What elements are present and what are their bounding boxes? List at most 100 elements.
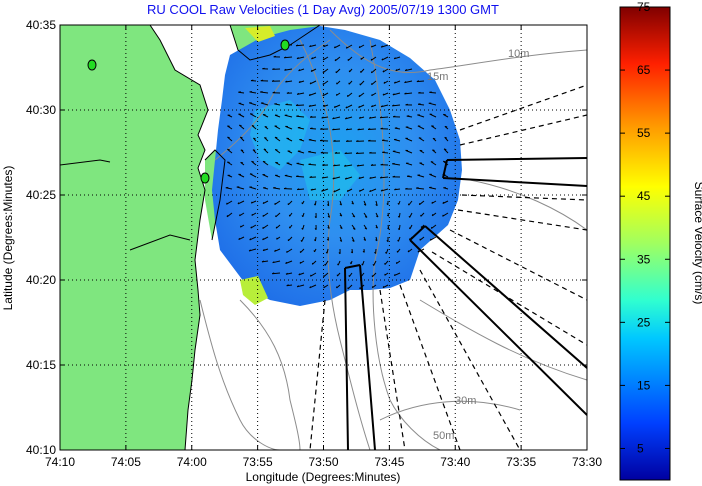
x-tick-label: 73:55 xyxy=(243,455,273,469)
velocity-arrow-head xyxy=(309,82,312,85)
colorbar-title: Surface Velocity (cm/s) xyxy=(692,182,702,305)
colorbar-axis: 75 65 55 45 35 25 15 5 xyxy=(620,0,670,455)
velocity-arrow-head xyxy=(404,92,407,95)
velocity-arrow-head xyxy=(285,261,288,264)
x-tick-label: 73:35 xyxy=(506,455,536,469)
velocity-arrow-head xyxy=(322,83,324,85)
contour-label: 50m xyxy=(433,430,454,442)
velocity-arrow xyxy=(360,68,365,73)
velocity-arrow-head xyxy=(356,164,360,167)
velocity-arrow-head xyxy=(250,201,253,204)
velocity-arrow xyxy=(286,248,293,253)
velocity-arrow-head xyxy=(240,161,244,164)
x-tick-label: 73:40 xyxy=(440,455,470,469)
velocity-arrow-head xyxy=(301,227,304,230)
velocity-arrow-head xyxy=(298,69,301,72)
velocity-arrow xyxy=(431,224,437,229)
velocity-arrow-head xyxy=(386,240,389,243)
velocity-arrow-head xyxy=(322,58,325,61)
velocity-arrow-head xyxy=(333,105,336,108)
velocity-arrow-head xyxy=(408,215,411,218)
bathymetry-contours xyxy=(199,29,587,450)
velocity-arrow-head xyxy=(262,249,265,251)
velocity-arrow-head xyxy=(285,80,288,83)
velocity-arrow-head xyxy=(285,272,288,275)
velocity-arrow xyxy=(310,272,317,277)
velocity-arrow xyxy=(381,44,389,48)
velocity-arrow-head xyxy=(375,226,378,229)
land-bay-shore xyxy=(60,152,110,168)
velocity-arrow-head xyxy=(309,176,312,178)
velocity-arrow-head xyxy=(416,80,420,83)
velocity-arrow-head xyxy=(364,216,368,218)
contour-label: 15m xyxy=(427,71,448,83)
velocity-arrow-head xyxy=(379,176,383,179)
velocity-arrow xyxy=(248,248,257,252)
velocity-arrow-head xyxy=(397,202,400,205)
velocity-arrow-head xyxy=(283,56,287,59)
velocity-arrow-head xyxy=(237,202,240,205)
velocity-arrow xyxy=(398,212,401,218)
velocity-arrow-head xyxy=(444,136,447,139)
velocity-arrow-head xyxy=(286,284,289,287)
velocity-arrow-head xyxy=(262,67,265,70)
velocity-arrow-head xyxy=(240,149,244,152)
velocity-arrow xyxy=(381,56,389,61)
velocity-arrow xyxy=(237,200,245,205)
velocity-arrow-head xyxy=(262,214,264,217)
y-axis-title: Latitude (Degrees:Minutes) xyxy=(1,166,15,311)
velocity-arrow xyxy=(348,272,353,277)
velocity-arrow-head xyxy=(320,127,323,130)
velocity-arrow-head xyxy=(352,227,356,230)
velocity-arrow xyxy=(336,80,341,85)
velocity-arrow-head xyxy=(332,117,335,120)
velocity-arrow-head xyxy=(313,239,316,242)
velocity-arrow xyxy=(409,212,413,218)
velocity-arrow-head xyxy=(405,187,408,190)
velocity-arrow xyxy=(275,224,281,229)
velocity-arrow-head xyxy=(358,189,361,192)
velocity-arrow-head xyxy=(344,177,347,180)
x-tick-label: 74:05 xyxy=(111,455,141,469)
velocity-arrow-head xyxy=(239,225,242,228)
velocity-arrow xyxy=(370,56,377,61)
velocity-arrow-head xyxy=(248,249,251,252)
velocity-arrow-head xyxy=(313,250,315,253)
velocity-arrow xyxy=(419,200,425,206)
velocity-arrow-head xyxy=(392,93,395,96)
velocity-arrow-head xyxy=(392,104,395,107)
velocity-arrow-head xyxy=(404,81,407,84)
velocity-arrow-head xyxy=(405,103,409,106)
velocity-arrow-head xyxy=(416,187,419,189)
velocity-arrow-head xyxy=(344,152,347,154)
velocity-arrow-head xyxy=(382,285,385,288)
velocity-arrow-head xyxy=(381,139,385,141)
velocity-arrow-head xyxy=(323,286,325,288)
velocity-arrow-head xyxy=(322,163,325,166)
y-tick-label: 40:10 xyxy=(26,443,56,457)
velocity-arrow-head xyxy=(404,69,408,71)
velocity-arrow-head xyxy=(314,228,317,231)
velocity-arrow-head xyxy=(272,91,276,94)
y-tick-label: 40:25 xyxy=(26,188,56,202)
velocity-arrow-head xyxy=(262,238,264,241)
velocity-arrow-head xyxy=(251,125,255,127)
velocity-arrow xyxy=(347,56,353,61)
velocity-arrow-head xyxy=(227,161,230,163)
velocity-arrow-head xyxy=(364,227,368,230)
velocity-arrow-head xyxy=(309,115,313,118)
land-new-jersey xyxy=(60,25,208,450)
velocity-arrow-head xyxy=(308,163,311,165)
velocity-arrow-head xyxy=(313,203,316,206)
velocity-arrow xyxy=(226,212,233,218)
velocity-arrow xyxy=(384,260,389,265)
velocity-arrow xyxy=(442,212,449,217)
velocity-arrow xyxy=(314,200,317,206)
velocity-arrow-head xyxy=(397,228,400,231)
velocity-arrow xyxy=(373,260,377,266)
velocity-arrow-head xyxy=(333,139,336,142)
velocity-arrow-head xyxy=(371,94,373,96)
velocity-arrow-head xyxy=(384,273,386,276)
colorbar-tick-label: 55 xyxy=(637,126,651,140)
velocity-arrow-head xyxy=(334,151,338,154)
